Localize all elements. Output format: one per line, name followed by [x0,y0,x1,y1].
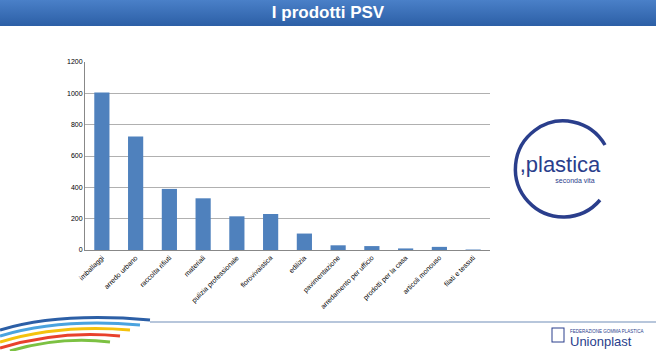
html-text:I prodotti PSV: I prodotti PSV [271,3,385,22]
svg-text:materiali: materiali [183,254,207,278]
svg-text:seconda vita: seconda vita [555,177,594,184]
svg-text:Unionplast: Unionplast [570,334,632,349]
svg-text:filati e tessuti: filati e tessuti [443,254,477,288]
svg-text:0: 0 [79,246,83,253]
svg-text:,plastica: ,plastica [520,152,601,177]
svg-text:raccolta rifiuti: raccolta rifiuti [138,254,172,288]
svg-text:edilizia: edilizia [287,254,307,274]
svg-text:prodotti per la casa: prodotti per la casa [362,254,410,302]
svg-text:1000: 1000 [67,90,83,97]
svg-text:florovivaistica: florovivaistica [239,254,274,289]
svg-text:400: 400 [71,184,83,191]
svg-text:pavimentazione: pavimentazione [302,254,342,294]
svg-text:arredamento per ufficio: arredamento per ufficio [319,254,376,311]
svg-text:imballaggi: imballaggi [78,254,106,282]
svg-text:articoli monouso: articoli monouso [402,254,443,295]
svg-text:1200: 1200 [67,58,83,65]
svg-text:arredo urbano: arredo urbano [103,254,139,290]
svg-text:pulizia professionale: pulizia professionale [190,254,241,305]
svg-text:800: 800 [71,121,83,128]
svg-text:200: 200 [71,215,83,222]
svg-text:FEDERAZIONE GOMMA PLASTICA: FEDERAZIONE GOMMA PLASTICA [570,329,644,334]
svg-text:600: 600 [71,152,83,159]
